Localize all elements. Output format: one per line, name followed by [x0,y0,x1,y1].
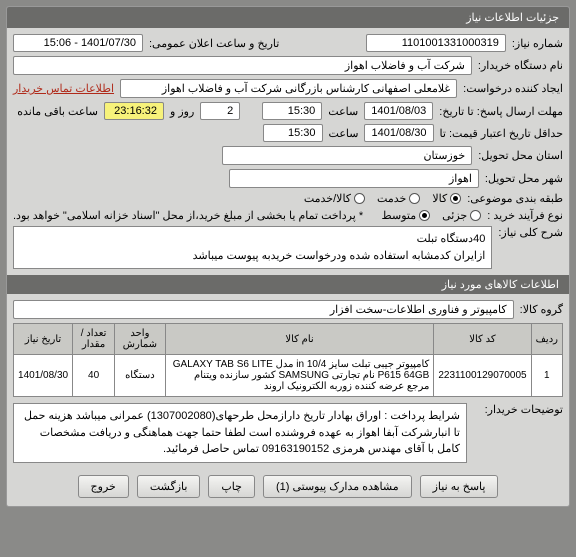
panel-body: شماره نیاز: 1101001331000319 تاریخ و ساع… [7,28,569,506]
table-col-header: ردیف [531,324,562,355]
table-cell: 40 [73,355,115,397]
panel-title: جزئیات اطلاعات نیاز [7,7,569,28]
city-label: شهر محل تحویل: [485,172,563,185]
class-radio-a[interactable]: کالا [432,192,461,205]
creator-field: غلامعلی اصفهانی کارشناس بازرگانی شرکت آب… [120,79,457,98]
table-col-header: تعداد / مقدار [73,324,115,355]
back-button[interactable]: بازگشت [137,475,201,498]
need-no-label: شماره نیاز: [512,37,563,50]
radio-icon [409,193,420,204]
province-label: استان محل تحویل: [478,149,563,162]
buyer-note-box: شرایط پرداخت : اوراق بهادار تاریخ دارازم… [13,403,467,463]
radio-icon [354,193,365,204]
table-cell: 1401/08/30 [14,355,73,397]
radio-icon [419,210,430,221]
valid-label: حداقل تاریخ اعتبار قیمت: تا [440,127,563,140]
table-cell: کامپیوتر جیبی تبلت سایز 10/4 in مدل GALA… [165,355,434,397]
radio-icon [470,210,481,221]
province-field: خوزستان [222,146,472,165]
city-field: اهواز [229,169,479,188]
attachments-button[interactable]: مشاهده مدارک پیوستی (1) [263,475,412,498]
need-no-field: 1101001331000319 [366,34,506,52]
remain-days-field: 2 [200,102,240,120]
remain-suffix: ساعت باقی مانده [17,105,98,118]
time-label-2: ساعت [329,127,359,140]
radio-icon [450,193,461,204]
time-label-1: ساعت [328,105,358,118]
cond-label: شرایط پرداخت : [384,410,460,422]
table-col-header: کد کالا [434,324,531,355]
deadline-label: مهلت ارسال پاسخ: تا تاریخ: [439,105,563,118]
table-col-header: تاریخ نیاز [14,324,73,355]
summary-box: 40دستگاه تبلت ازایران کدمشابه استفاده شد… [13,226,492,269]
remain-time-field: 23:16:32 [104,102,164,120]
creator-label: ایجاد کننده درخواست: [463,82,563,95]
class-radio-group: کالا خدمت کالا/خدمت [304,192,461,205]
class-radio-c[interactable]: کالا/خدمت [304,192,365,205]
table-row: 12231100129070005کامپیوتر جیبی تبلت سایز… [14,355,563,397]
table-col-header: واحد شمارش [115,324,166,355]
org-label: نام دستگاه خریدار: [478,59,563,72]
split-note: * پرداخت تمام یا بخشی از مبلغ خرید،از مح… [13,209,363,222]
summary-label: شرح کلی نیاز: [498,226,563,239]
need-details-panel: جزئیات اطلاعات نیاز شماره نیاز: 11010013… [6,6,570,507]
print-button[interactable]: چاپ [208,475,255,498]
table-cell: 2231100129070005 [434,355,531,397]
table-cell: 1 [531,355,562,397]
valid-time-field: 15:30 [263,124,323,142]
deadline-date-field: 1401/08/03 [364,102,433,120]
contact-link[interactable]: اطلاعات تماس خریدار [13,82,114,95]
buyer-note-label: توضیحات خریدار: [473,403,563,416]
buy-type-label: نوع فرآیند خرید : [487,209,563,222]
org-field: شرکت آب و فاضلاب اهواز [13,56,472,75]
announce-label: تاریخ و ساعت اعلان عمومی: [149,37,279,50]
group-field: کامپیوتر و فناوری اطلاعات-سخت افزار [13,300,514,319]
class-radio-b[interactable]: خدمت [377,192,420,205]
button-row: پاسخ به نیاز مشاهده مدارک پیوستی (1) چاپ… [13,467,563,500]
items-table: ردیفکد کالانام کالاواحد شمارشتعداد / مقد… [13,323,563,397]
group-label: گروه کالا: [520,303,563,316]
buy-radio-b[interactable]: متوسط [382,209,431,222]
remain-days-label: روز و [170,105,194,118]
table-col-header: نام کالا [165,324,434,355]
exit-button[interactable]: خروج [78,475,129,498]
buy-radio-a[interactable]: جزئی [442,209,481,222]
deadline-time-field: 15:30 [262,102,322,120]
items-header: اطلاعات کالاهای مورد نیاز [7,275,569,294]
buy-radio-group: جزئی متوسط [382,209,482,222]
table-cell: دستگاه [115,355,166,397]
reply-button[interactable]: پاسخ به نیاز [420,475,499,498]
valid-date-field: 1401/08/30 [364,124,433,142]
class-label: طبقه بندی موضوعی: [467,192,563,205]
announce-field: 1401/07/30 - 15:06 [13,34,143,52]
